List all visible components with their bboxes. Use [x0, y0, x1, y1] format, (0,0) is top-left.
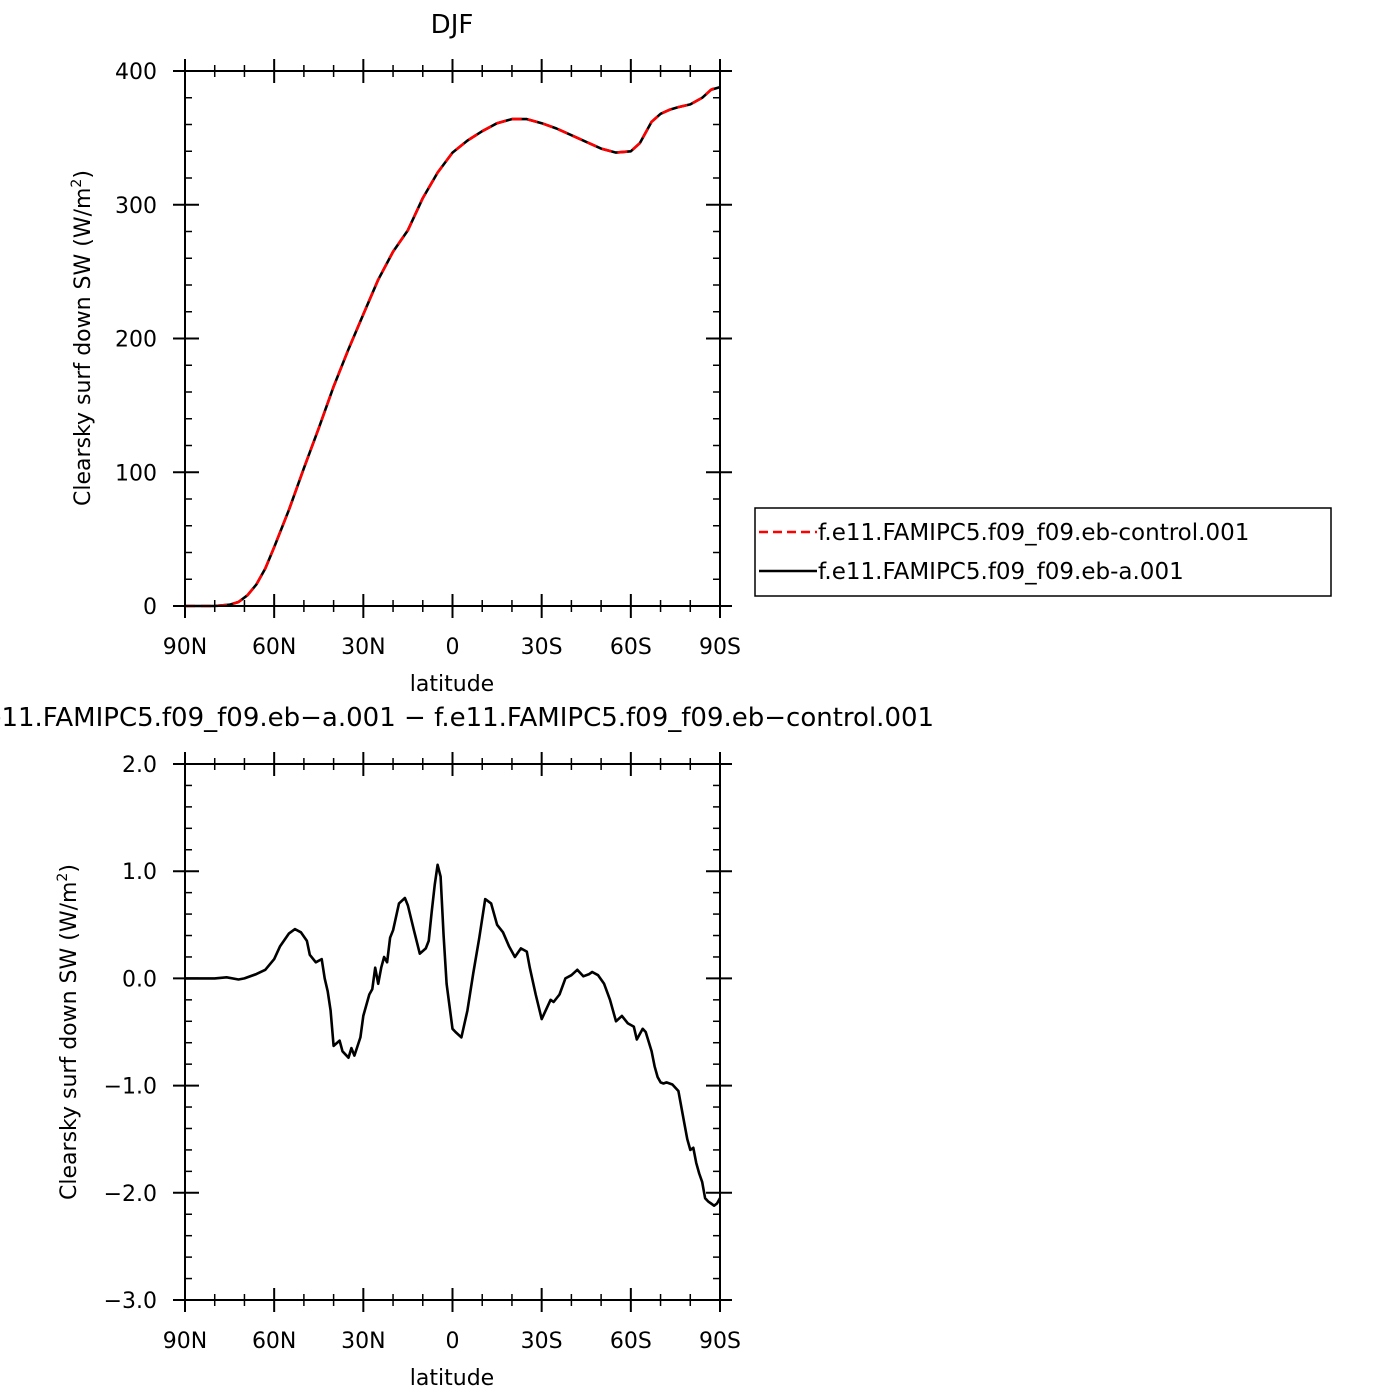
bottom-panel: f.e11.FAMIPC5.f09_f09.eb−a.001 − f.e11.F… — [0, 703, 934, 1391]
top-xtick-label: 30N — [341, 635, 385, 660]
bottom-plot-frame — [184, 763, 721, 1301]
bottom-y-axis-label-main: Clearsky surf down SW (W/m — [57, 882, 82, 1200]
bottom-ytick-label: 0.0 — [122, 967, 157, 992]
top-x-axis-label: latitude — [410, 672, 494, 697]
bottom-x-axis-label: latitude — [410, 1366, 494, 1391]
legend: f.e11.FAMIPC5.f09_f09.eb-control.001 f.e… — [754, 507, 1332, 597]
bottom-plot-area — [185, 863, 722, 1207]
bottom-xtick-label: 90S — [699, 1329, 741, 1354]
top-y-axis-label: Clearsky surf down SW (W/m2) — [69, 170, 96, 506]
top-xtick-label: 60S — [610, 635, 652, 660]
legend-label-experiment: f.e11.FAMIPC5.f09_f09.eb-a.001 — [818, 559, 1184, 585]
top-y-axis-label-tail: ) — [71, 170, 96, 179]
top-chart-title: DJF — [431, 10, 474, 40]
top-y-axis-label-sup: 2 — [69, 179, 85, 188]
top-xtick-label: 60N — [252, 635, 296, 660]
top-ytick-label: 400 — [115, 60, 157, 85]
top-plot-area — [185, 84, 721, 608]
top-xtick-label: 90S — [699, 635, 741, 660]
top-xtick-label: 90N — [163, 635, 207, 660]
top-ytick-label: 200 — [115, 328, 157, 353]
top-ytick-label: 0 — [143, 595, 157, 620]
bottom-y-axis-label-tail: ) — [57, 864, 82, 873]
bottom-series-line-0 — [185, 863, 722, 1207]
bottom-ytick-label: −3.0 — [104, 1289, 157, 1314]
bottom-ytick-label: 2.0 — [122, 753, 157, 778]
legend-box — [754, 507, 1332, 597]
top-ytick-label: 100 — [115, 461, 157, 486]
top-xtick-label: 30S — [521, 635, 563, 660]
top-series-line-0 — [185, 84, 721, 608]
bottom-ytick-label: −2.0 — [104, 1182, 157, 1207]
bottom-xtick-label: 60S — [610, 1329, 652, 1354]
top-panel: DJF 0 100 200 300 400 90N 60N 30N 0 30S 60S 90S la… — [69, 10, 741, 697]
bottom-xtick-label: 30S — [521, 1329, 563, 1354]
bottom-y-axis-label: Clearsky surf down SW (W/m2) — [55, 864, 82, 1200]
top-y-axis-label-main: Clearsky surf down SW (W/m — [71, 188, 96, 506]
top-plot-frame — [184, 70, 721, 607]
bottom-chart-title: f.e11.FAMIPC5.f09_f09.eb−a.001 − f.e11.F… — [0, 703, 934, 733]
bottom-xtick-label: 0 — [446, 1329, 460, 1354]
bottom-xtick-label: 60N — [252, 1329, 296, 1354]
top-ytick-label: 300 — [115, 194, 157, 219]
bottom-ytick-label: −1.0 — [104, 1075, 157, 1100]
bottom-xtick-label: 90N — [163, 1329, 207, 1354]
legend-label-control: f.e11.FAMIPC5.f09_f09.eb-control.001 — [818, 520, 1249, 546]
bottom-y-axis-label-sup: 2 — [55, 873, 71, 882]
bottom-y-axis-ticks: 2.0 1.0 0.0 −1.0 −2.0 −3.0 — [104, 753, 732, 1314]
top-xtick-label: 0 — [446, 635, 460, 660]
bottom-xtick-label: 30N — [341, 1329, 385, 1354]
bottom-ytick-label: 1.0 — [122, 860, 157, 885]
